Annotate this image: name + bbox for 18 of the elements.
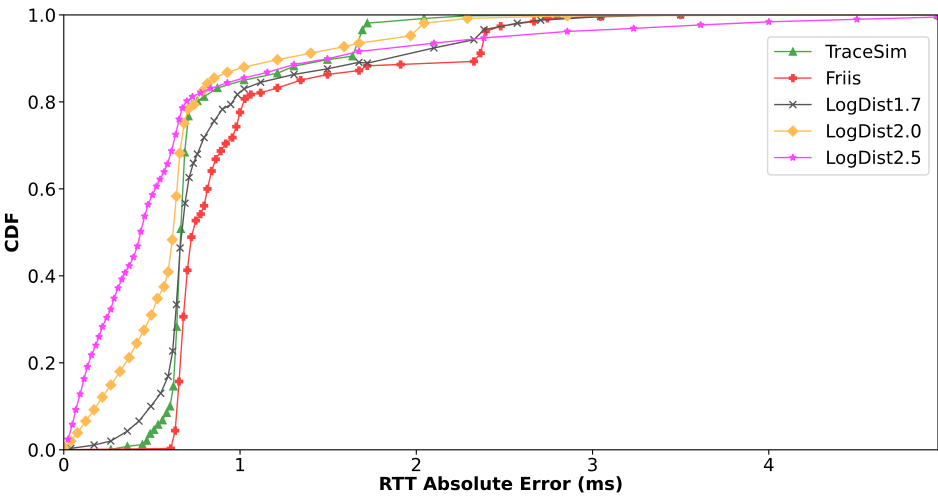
y-tick-label: 0.4: [28, 269, 56, 283]
x-tick-label: 0: [59, 458, 68, 472]
legend-label: TraceSim: [825, 44, 906, 58]
y-tick-label: 0.8: [28, 95, 55, 109]
legend-label: Friis: [827, 70, 860, 85]
y-tick-label: 0.0: [28, 443, 55, 457]
legend-label: LogDist2.0: [827, 124, 921, 142]
x-tick-label: 2: [412, 458, 420, 472]
y-axis-title: CDF: [4, 214, 18, 252]
y-tick-label: 1.0: [29, 8, 55, 22]
legend-label: LogDist1.7: [827, 97, 920, 115]
x-axis-title: RTT Absolute Error (ms): [380, 476, 622, 492]
x-tick-label: 1: [236, 458, 244, 472]
x-tick-label: 4: [764, 458, 774, 472]
legend-label: LogDist2.5: [827, 150, 920, 168]
y-tick-label: 0.2: [28, 356, 54, 370]
y-tick-label: 0.6: [28, 182, 56, 196]
x-tick-label: 3: [588, 458, 597, 472]
